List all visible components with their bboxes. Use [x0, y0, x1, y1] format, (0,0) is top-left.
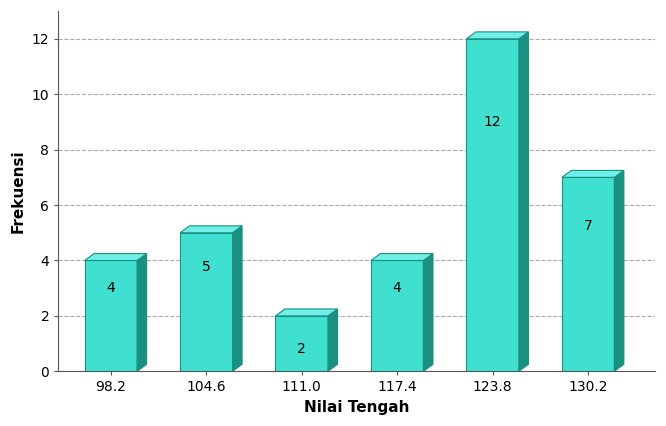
- Polygon shape: [371, 253, 433, 260]
- Polygon shape: [562, 170, 624, 177]
- Polygon shape: [614, 170, 624, 371]
- Polygon shape: [562, 177, 614, 371]
- Polygon shape: [232, 226, 242, 371]
- Text: 2: 2: [297, 342, 306, 356]
- Polygon shape: [371, 260, 424, 371]
- Polygon shape: [276, 309, 338, 316]
- Polygon shape: [180, 233, 232, 371]
- Polygon shape: [466, 39, 519, 371]
- Polygon shape: [180, 226, 242, 233]
- Text: 12: 12: [484, 115, 501, 129]
- Polygon shape: [519, 32, 528, 371]
- Polygon shape: [85, 260, 137, 371]
- Text: 4: 4: [107, 281, 115, 295]
- Polygon shape: [137, 253, 147, 371]
- Polygon shape: [85, 253, 147, 260]
- Text: 5: 5: [202, 260, 210, 274]
- Polygon shape: [466, 32, 528, 39]
- X-axis label: Nilai Tengah: Nilai Tengah: [304, 400, 410, 415]
- Text: 4: 4: [393, 281, 402, 295]
- Polygon shape: [276, 316, 328, 371]
- Polygon shape: [424, 253, 433, 371]
- Polygon shape: [328, 309, 338, 371]
- Text: 7: 7: [583, 219, 593, 233]
- Y-axis label: Frekuensi: Frekuensi: [11, 150, 26, 233]
